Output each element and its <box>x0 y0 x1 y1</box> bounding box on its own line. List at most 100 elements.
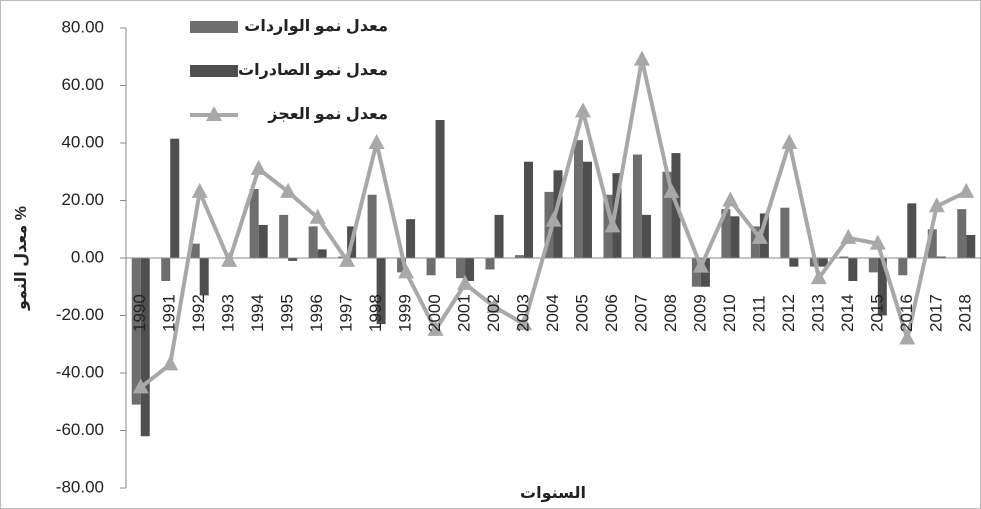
marker <box>221 251 238 267</box>
marker <box>132 378 149 394</box>
x-tick-label: 2008 <box>661 294 680 332</box>
x-tick-label: 2016 <box>897 294 916 332</box>
x-tick-label: 1993 <box>219 294 238 332</box>
bar <box>780 207 790 258</box>
x-tick-label: 2007 <box>631 294 650 332</box>
marker <box>162 355 179 371</box>
bar <box>839 256 849 258</box>
bar <box>435 120 445 258</box>
marker <box>250 159 267 175</box>
marker <box>604 217 621 233</box>
bar <box>730 216 740 258</box>
bar <box>898 258 908 276</box>
x-axis-label: السنوات <box>520 485 586 502</box>
x-tick-label: 1995 <box>278 294 297 332</box>
marker <box>516 315 533 331</box>
legend-swatch <box>190 65 238 77</box>
bar <box>406 219 416 258</box>
marker <box>191 182 208 198</box>
bar <box>279 214 289 258</box>
legend-swatch <box>206 106 222 121</box>
bar <box>759 213 769 258</box>
x-tick-label: 2012 <box>779 294 798 332</box>
marker <box>457 274 474 290</box>
x-tick-label: 1991 <box>160 294 179 332</box>
marker <box>840 228 857 244</box>
y-axis-label: معدل النمو % <box>13 206 30 311</box>
bar <box>258 224 268 258</box>
marker <box>427 320 444 336</box>
marker <box>398 263 415 279</box>
bar <box>573 140 583 258</box>
bar <box>367 194 377 258</box>
marker <box>545 211 562 227</box>
marker <box>574 102 591 118</box>
x-tick-label: 2003 <box>514 294 533 332</box>
bar <box>641 214 651 258</box>
bar <box>465 258 475 281</box>
legend-label: معدل نمو الصادرات <box>238 62 388 79</box>
x-tick-label: 1997 <box>337 294 356 332</box>
bar <box>140 258 150 437</box>
y-tick-label: -60.00 <box>56 420 104 439</box>
bar <box>376 258 386 325</box>
legend-label: معدل نمو العجز <box>267 106 388 123</box>
x-tick-label: 2006 <box>602 294 621 332</box>
marker <box>692 257 709 273</box>
x-tick-label: 1994 <box>248 294 267 332</box>
x-tick-label: 2018 <box>956 294 975 332</box>
x-tick-label: 2015 <box>867 294 886 332</box>
marker <box>899 329 916 345</box>
x-tick-label: 1998 <box>366 294 385 332</box>
x-tick-label: 1992 <box>189 294 208 332</box>
bar <box>249 189 259 258</box>
bar <box>524 161 534 258</box>
bar <box>485 258 495 270</box>
marker <box>633 50 650 66</box>
marker <box>486 297 503 313</box>
marker <box>368 134 385 149</box>
bar <box>308 226 318 258</box>
y-tick-label: -80.00 <box>56 477 104 496</box>
bar <box>877 258 887 316</box>
x-tick-label: 2001 <box>455 294 474 332</box>
bar <box>789 258 799 267</box>
bar <box>170 138 180 258</box>
x-tick-label: 2005 <box>572 294 591 332</box>
y-tick-label: -20.00 <box>56 305 104 324</box>
x-tick-label: 2013 <box>808 294 827 332</box>
bar <box>721 209 731 258</box>
bar <box>662 171 672 258</box>
x-tick-label: 2000 <box>425 294 444 332</box>
marker <box>869 234 886 250</box>
bar <box>907 203 917 258</box>
bar <box>582 161 592 258</box>
x-tick-label: 1999 <box>396 294 415 332</box>
marker <box>663 182 680 198</box>
x-tick-label: 2017 <box>926 294 945 332</box>
bar <box>553 170 563 258</box>
bar <box>190 243 200 258</box>
bar <box>131 258 141 405</box>
bar <box>966 235 976 258</box>
marker <box>280 182 297 198</box>
legend-swatch <box>190 21 238 33</box>
marker <box>751 228 768 244</box>
bar <box>868 258 878 273</box>
bar <box>397 258 407 273</box>
bar <box>957 209 967 258</box>
x-tick-label: 2011 <box>749 295 768 332</box>
bar <box>515 255 525 258</box>
x-tick-label: 2009 <box>690 294 709 332</box>
y-tick-label: 20.00 <box>61 190 104 209</box>
bar <box>936 256 946 258</box>
marker <box>309 208 326 224</box>
bar <box>494 214 504 258</box>
y-tick-label: 80.00 <box>61 17 104 36</box>
x-tick-label: 2010 <box>720 294 739 332</box>
bar <box>632 154 642 258</box>
y-tick-label: 40.00 <box>61 132 104 151</box>
x-tick-label: 1996 <box>307 294 326 332</box>
bar <box>199 258 209 296</box>
